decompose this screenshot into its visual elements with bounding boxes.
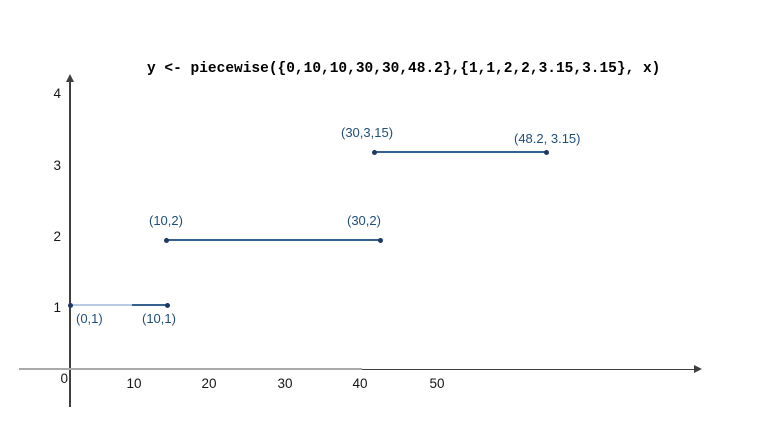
segment-line [166,239,380,241]
data-point [377,237,383,243]
y-tick-label: 2 [53,229,61,244]
point-label: (30,3,15) [341,125,394,140]
x-axis-gray-line [19,367,362,371]
point-label: (48.2, 3.15) [514,131,581,146]
point-label: (10,2) [149,213,183,228]
point-label: (30,2) [347,213,381,228]
data-point [543,149,549,155]
x-tick-label: 20 [201,376,217,391]
y-tick-label: 3 [53,158,61,173]
x-axis-arrow [694,365,702,374]
y-tick-label: 4 [53,86,61,101]
data-point [163,237,169,243]
y-axis-arrow [66,74,74,82]
point-label: (0,1) [76,311,103,326]
point-label: (10,1) [142,311,176,326]
plot-title: y <- piecewise({0,10,10,30,30,48.2},{1,1… [147,61,661,77]
origin-label: 0 [60,371,68,386]
x-tick-label: 50 [429,376,445,391]
x-tick-label: 30 [277,376,293,391]
x-tick-label: 40 [352,376,368,391]
data-point [67,302,73,308]
segment-line-faded-part [71,304,132,306]
data-point [164,302,170,308]
y-tick-label: 1 [53,300,61,315]
y-axis-line [69,80,71,407]
segment-line [374,151,546,153]
x-tick-label: 10 [126,376,142,391]
x-axis-line [362,368,696,370]
data-point [371,149,377,155]
